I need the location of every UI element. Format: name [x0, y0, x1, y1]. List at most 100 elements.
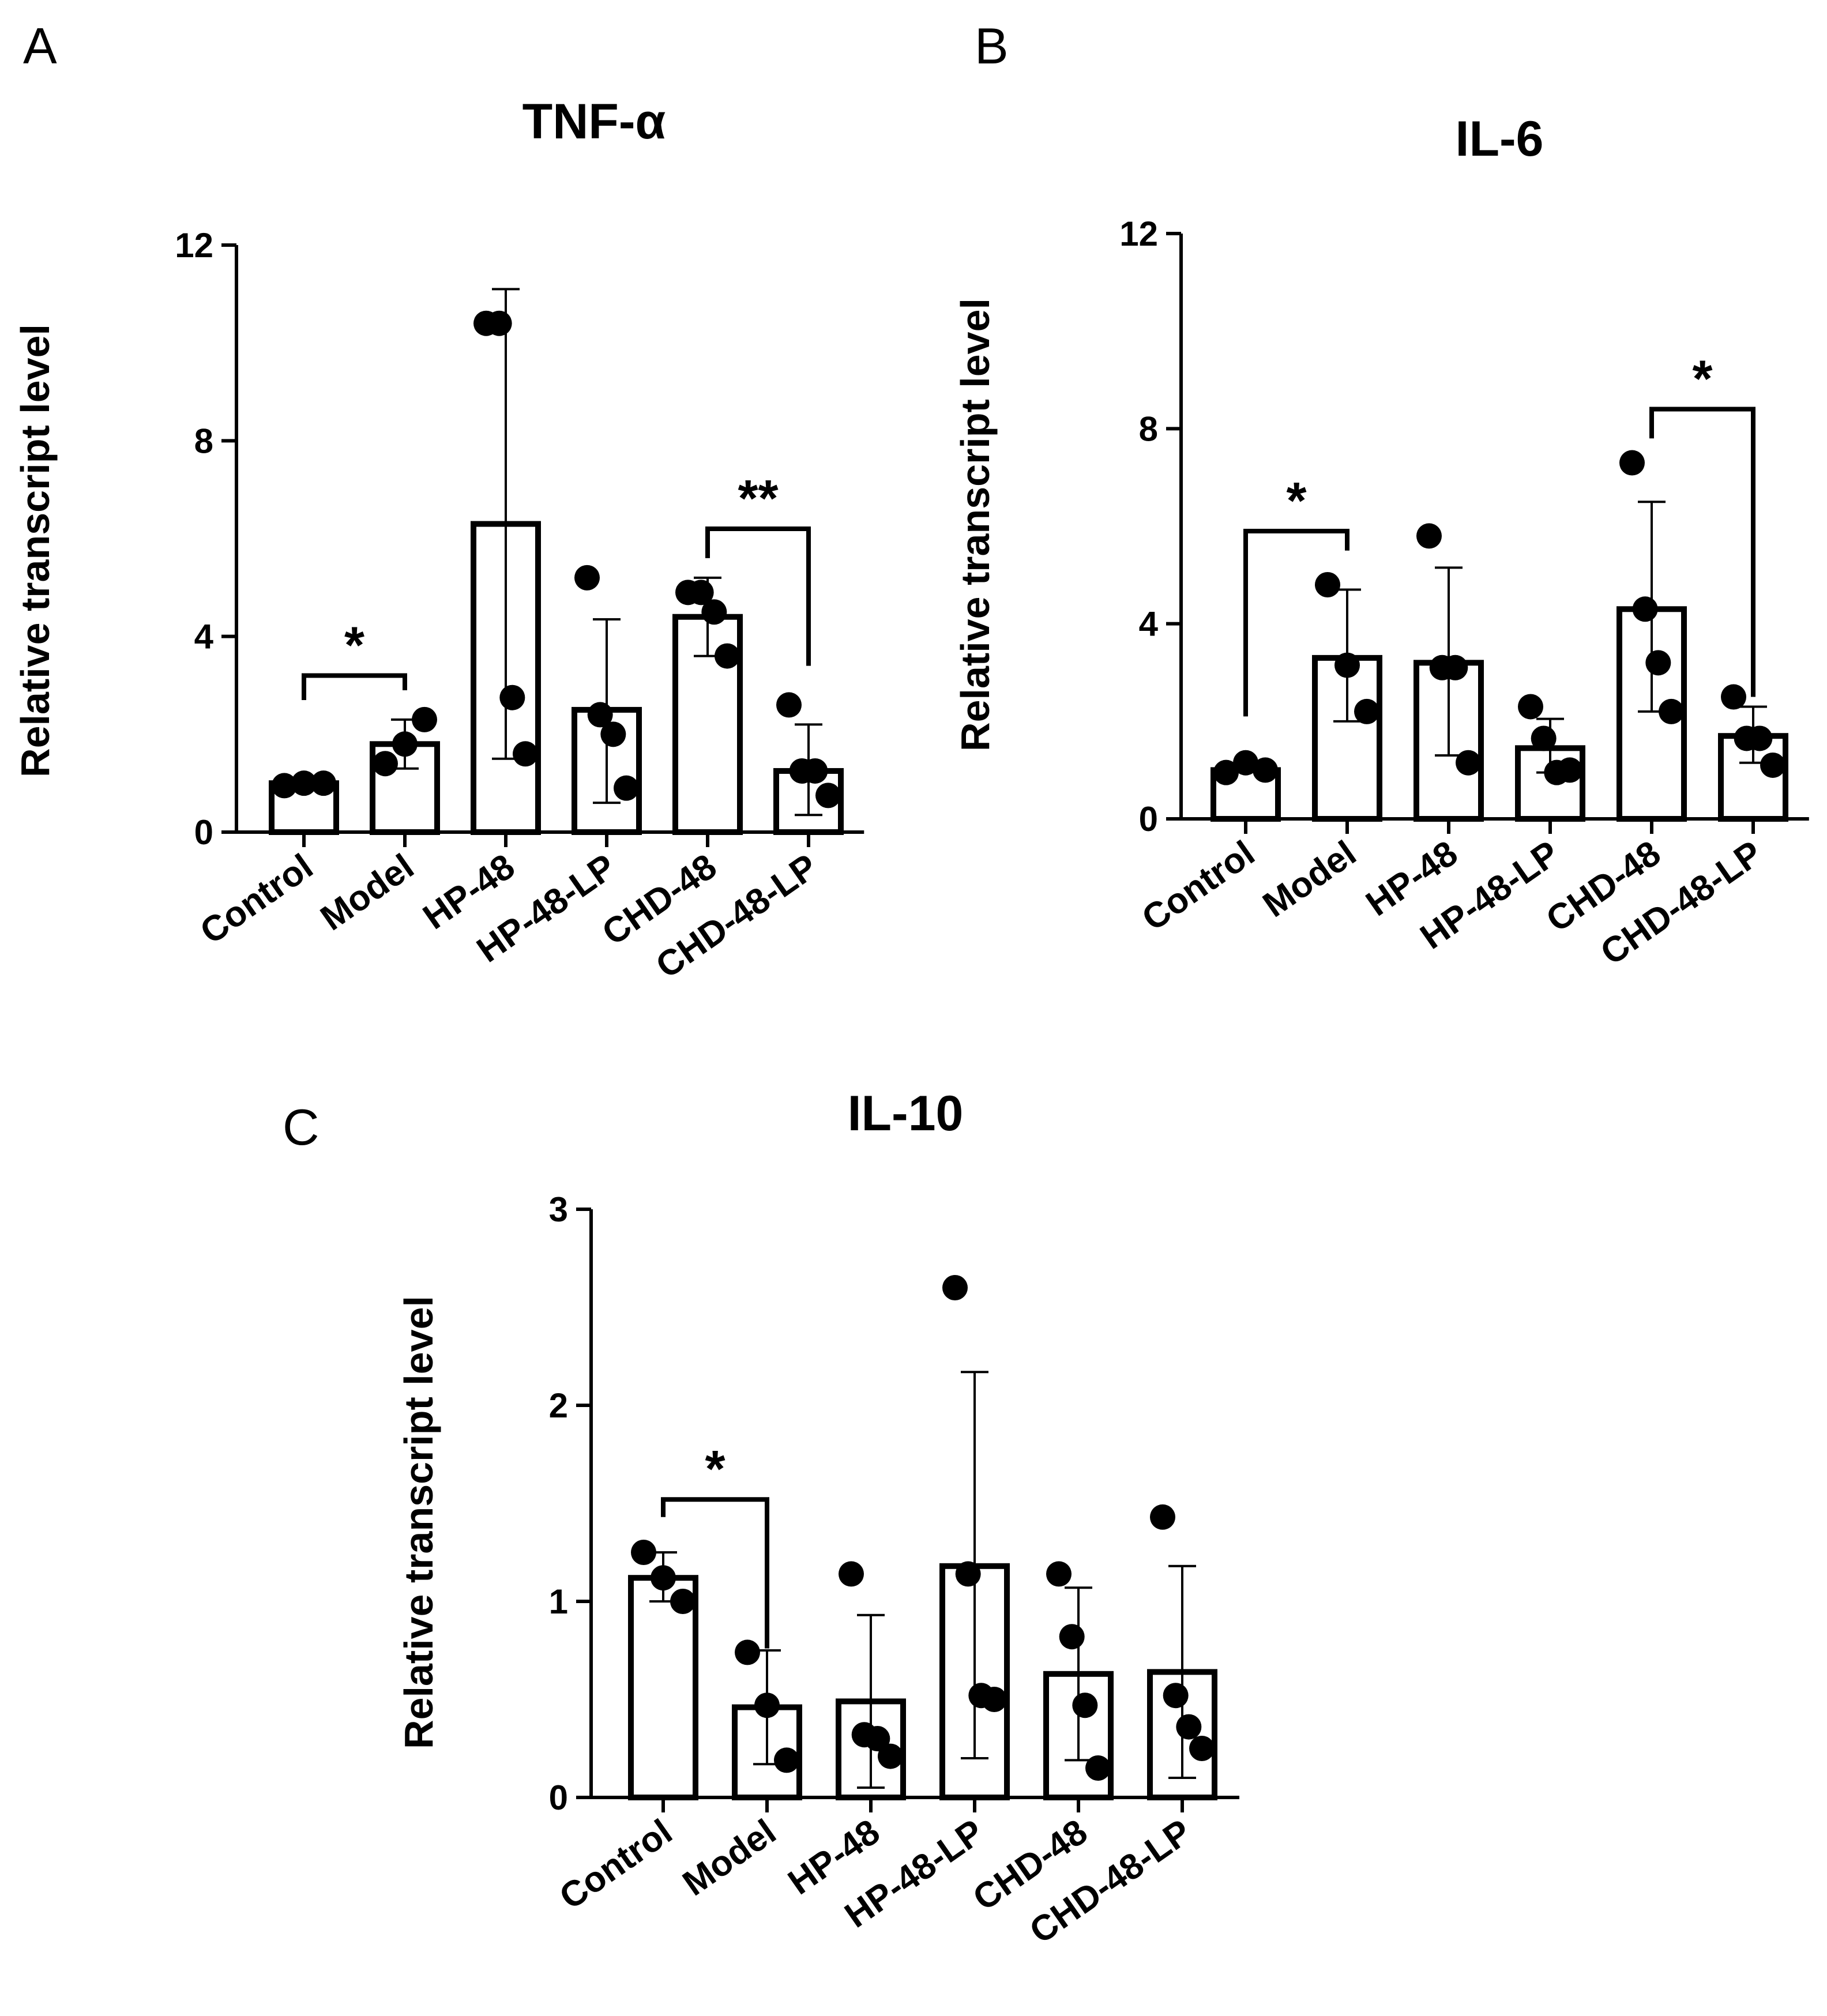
y-tick-label-a: 12 — [175, 226, 213, 265]
significance-bracket-b — [1243, 528, 1349, 717]
data-point-c — [735, 1639, 760, 1665]
data-point-c — [982, 1687, 1007, 1712]
y-tick-label-a: 4 — [194, 618, 214, 656]
data-point-b — [1253, 757, 1278, 783]
data-point-c — [651, 1565, 676, 1591]
data-point-a — [291, 770, 317, 796]
data-point-b — [1531, 725, 1557, 751]
y-tick-label-a: 0 — [194, 813, 213, 852]
data-point-c — [1072, 1692, 1098, 1718]
significance-bracket-a — [302, 673, 407, 700]
data-point-a — [776, 692, 802, 718]
data-point-a — [600, 721, 626, 747]
data-point-a — [815, 783, 841, 808]
panel-b: B IL-6 Relative transcript level 0 4 8 12 Co… — [953, 17, 1809, 973]
data-point-a — [486, 310, 512, 336]
chart-title-b: IL-6 — [1456, 111, 1544, 167]
data-point-a — [574, 565, 600, 590]
y-tick-label-b: 8 — [1139, 409, 1158, 448]
significance-bracket-b — [1649, 407, 1755, 697]
y-tick-label-c: 1 — [549, 1582, 568, 1621]
category-label-b: Model — [1256, 833, 1363, 925]
data-point-a — [412, 706, 437, 732]
data-point-b — [1518, 694, 1543, 720]
panel-letter-a: A — [23, 17, 57, 74]
data-point-a — [701, 599, 727, 625]
significance-label-b: * — [1286, 472, 1306, 530]
chart-title-a: TNF-α — [522, 94, 666, 149]
data-point-b — [1315, 572, 1340, 597]
data-point-b — [1354, 698, 1379, 724]
y-tick-label-c: 2 — [549, 1386, 568, 1425]
data-point-b — [1233, 750, 1258, 776]
data-point-b — [1632, 596, 1658, 622]
significance-label-a: ** — [738, 470, 778, 528]
data-point-c — [670, 1589, 696, 1614]
data-point-c — [1150, 1504, 1175, 1530]
data-point-b — [1721, 684, 1746, 710]
data-point-a — [688, 580, 714, 605]
data-point-c — [864, 1726, 890, 1751]
data-point-a — [373, 751, 398, 777]
category-label-a: Model — [314, 847, 421, 938]
data-point-c — [1189, 1736, 1215, 1761]
data-point-a — [802, 758, 828, 784]
chart-title-c: IL-10 — [848, 1086, 964, 1141]
significance-label-c: * — [705, 1440, 725, 1498]
plot-area-a: 04812ControlModelHP-48HP-48-LPCHD-48CHD-… — [175, 226, 864, 986]
data-point-c — [1059, 1624, 1085, 1650]
significance-bracket-c — [661, 1497, 769, 1649]
data-point-b — [1760, 752, 1785, 778]
y-axis-label-b: Relative transcript level — [953, 298, 998, 751]
significance-label-b: * — [1692, 351, 1712, 408]
y-tick-label-b: 0 — [1139, 800, 1158, 838]
data-point-b — [1442, 655, 1468, 680]
panel-letter-b: B — [975, 17, 1009, 74]
panel-letter-c: C — [283, 1099, 319, 1156]
significance-bracket-a — [705, 526, 811, 666]
data-point-c — [1085, 1755, 1111, 1781]
data-point-a — [715, 643, 740, 669]
data-point-b — [1619, 450, 1645, 476]
data-point-c — [1176, 1714, 1202, 1740]
panel-c: C IL-10 Relative transcript level 0 1 2 3 Co… — [283, 1086, 1239, 1951]
data-point-b — [1557, 757, 1582, 783]
y-tick-label-b: 12 — [1119, 215, 1158, 253]
data-point-c — [1163, 1683, 1189, 1709]
data-point-a — [499, 684, 525, 710]
panel-a: A TNF-α Relative transcript level 0 4 8 12 C… — [13, 17, 864, 986]
plot-area-b: 04812ControlModelHP-48HP-48-LPCHD-48CHD-… — [1119, 215, 1809, 973]
data-point-b — [1456, 750, 1481, 776]
data-point-b — [1645, 650, 1671, 676]
data-point-b — [1213, 759, 1239, 785]
data-point-c — [878, 1743, 903, 1769]
significance-label-a: * — [344, 617, 364, 675]
data-point-c — [955, 1561, 981, 1587]
category-label-b: Control — [1135, 833, 1262, 939]
data-point-c — [754, 1692, 780, 1718]
data-point-b — [1334, 652, 1360, 678]
data-point-b — [1747, 725, 1773, 751]
category-label-c: Control — [552, 1812, 679, 1917]
y-axis-label-c: Relative transcript level — [396, 1296, 441, 1749]
data-point-a — [587, 702, 613, 728]
y-tick-label-c: 3 — [549, 1190, 568, 1229]
data-point-c — [774, 1747, 799, 1773]
y-axis-label-a: Relative transcript level — [13, 324, 58, 777]
y-tick-label-c: 0 — [549, 1778, 568, 1817]
y-tick-label-a: 8 — [194, 422, 213, 460]
data-point-c — [1046, 1561, 1072, 1587]
data-point-a — [311, 770, 336, 796]
data-point-c — [942, 1275, 968, 1300]
plot-area-c: 0123ControlModelHP-48HP-48-LPCHD-48CHD-4… — [549, 1190, 1239, 1951]
category-label-c: Model — [676, 1812, 783, 1904]
data-point-b — [1416, 523, 1442, 549]
data-point-a — [272, 773, 297, 799]
data-point-b — [1659, 698, 1684, 724]
data-point-c — [631, 1540, 656, 1565]
y-tick-label-b: 4 — [1139, 605, 1159, 644]
data-point-a — [614, 775, 639, 801]
data-point-c — [839, 1561, 864, 1587]
category-label-a: Control — [193, 847, 320, 952]
